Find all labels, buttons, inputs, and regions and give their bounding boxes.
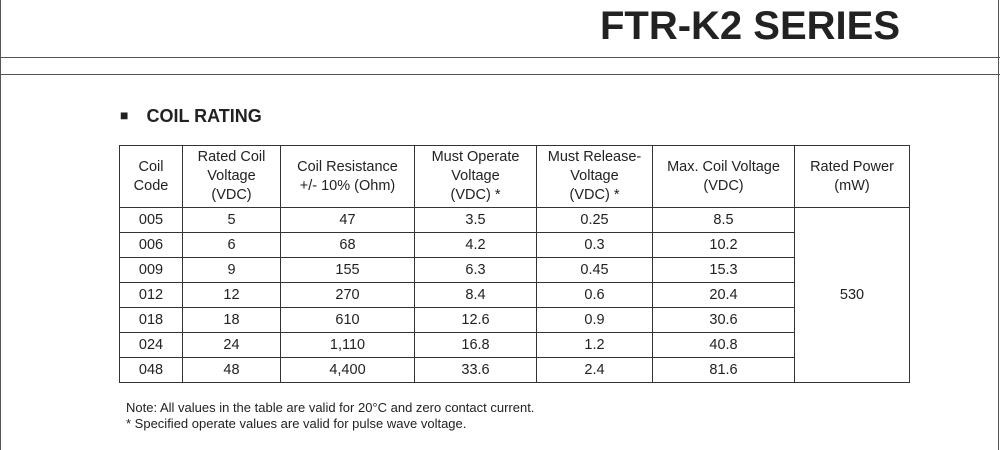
table-cell: 8.5: [652, 207, 795, 233]
table-cell: 47: [280, 207, 415, 233]
table-cell: 048: [119, 357, 183, 383]
header-line: (VDC): [211, 187, 252, 203]
frame-line: [998, 0, 999, 450]
table-cell: 12: [182, 282, 281, 308]
column-header: Max. Coil Voltage (VDC): [652, 145, 795, 208]
table-row: 024 24 1,110 16.8 1.2 40.8: [119, 332, 910, 358]
frame-line: [0, 0, 1, 450]
header-line: Code: [133, 177, 169, 194]
bullet: ■: [120, 107, 129, 123]
table-row: 005 5 47 3.5 0.25 8.5 530: [119, 207, 910, 383]
table-cell: 3.5: [414, 207, 537, 233]
table-cell: 024: [119, 332, 183, 358]
table-cell: 9: [182, 257, 281, 283]
table-cell: 005: [119, 207, 183, 233]
table-cell: 20.4: [652, 282, 795, 308]
table-cell: 270: [280, 282, 415, 308]
table-cell: 18: [182, 307, 281, 333]
table-cell: 16.8: [414, 332, 537, 358]
table-row: 048 48 4,400 33.6 2.4 81.6: [119, 357, 910, 383]
header-line: (VDC): [703, 177, 744, 194]
header-line: +/- 10% (Ohm): [299, 177, 396, 194]
table-cell: 4.2: [414, 232, 537, 258]
table-cell: 1.2: [536, 332, 653, 358]
header-line: Must Operate: [431, 149, 520, 165]
table-cell: 009: [119, 257, 183, 283]
header-line: Coil: [138, 158, 164, 175]
table-cell: 8.4: [414, 282, 537, 308]
table-cell: 018: [119, 307, 183, 333]
table-row: 009 9 155 6.3 0.45 15.3: [119, 257, 910, 283]
section-title: COIL RATING: [146, 106, 262, 126]
table-row: 006 6 68 4.2 0.3 10.2: [119, 232, 910, 258]
rated-power-cell: 530: [794, 207, 910, 383]
section-heading: ■ COIL RATING: [120, 106, 262, 127]
table-cell: 0.3: [536, 232, 653, 258]
header-line: Rated Power: [810, 158, 894, 175]
table-cell: 0.6: [536, 282, 653, 308]
table-cell: 2.4: [536, 357, 653, 383]
table-cell: 15.3: [652, 257, 795, 283]
table-cell: 33.6: [414, 357, 537, 383]
header-row: Coil Code Rated Coil Voltage (VDC) Coil Resis…: [119, 145, 910, 208]
table-cell: 81.6: [652, 357, 795, 383]
coil-rating-table: Coil Code Rated Coil Voltage (VDC) Coil Resis…: [119, 145, 910, 383]
column-header: Coil Code: [119, 145, 183, 208]
column-header: Rated Power (mW): [794, 145, 910, 208]
table-cell: 30.6: [652, 307, 795, 333]
table-row: 012 12 270 8.4 0.6 20.4: [119, 282, 910, 308]
header-line: Voltage: [451, 168, 500, 184]
column-header: Rated Coil Voltage (VDC): [182, 145, 281, 208]
header-line: (mW): [834, 177, 870, 194]
table-cell: 0.45: [536, 257, 653, 283]
table-cell: 012: [119, 282, 183, 308]
header-line: Max. Coil Voltage: [667, 158, 780, 175]
header-line: Must Release-: [547, 149, 642, 165]
table-cell: 1,110: [280, 332, 415, 358]
header-line: Coil Resistance: [297, 158, 398, 175]
table-cell: 6: [182, 232, 281, 258]
table-cell: 12.6: [414, 307, 537, 333]
table-cell: 5: [182, 207, 281, 233]
table-cell: 4,400: [280, 357, 415, 383]
column-header: Must Operate Voltage (VDC) *: [414, 145, 537, 208]
header-rule: [0, 57, 1000, 58]
notes: Note: All values in the table are valid …: [126, 400, 534, 432]
note-line: * Specified operate values are valid for…: [126, 416, 467, 431]
table-cell: 48: [182, 357, 281, 383]
table-cell: 006: [119, 232, 183, 258]
header-line: Voltage: [207, 168, 256, 184]
note-line: Note: All values in the table are valid …: [126, 400, 535, 415]
table-cell: 24: [182, 332, 281, 358]
table-cell: 0.9: [536, 307, 653, 333]
page-title: FTR-K2 SERIES: [599, 4, 900, 48]
column-header: Must Release- Voltage (VDC) *: [536, 145, 653, 208]
table-cell: 6.3: [414, 257, 537, 283]
table-cell: 40.8: [652, 332, 795, 358]
column-header: Coil Resistance +/- 10% (Ohm): [280, 145, 415, 208]
table-cell: 10.2: [652, 232, 795, 258]
table-cell: 0.25: [536, 207, 653, 233]
header-line: (VDC) *: [450, 187, 501, 203]
table-row: 018 18 610 12.6 0.9 30.6: [119, 307, 910, 333]
header-line: Rated Coil: [197, 149, 266, 165]
table-cell: 68: [280, 232, 415, 258]
header-rule: [0, 74, 1000, 75]
table-cell: 155: [280, 257, 415, 283]
header-line: (VDC) *: [569, 187, 620, 203]
table-cell: 610: [280, 307, 415, 333]
header-line: Voltage: [570, 168, 619, 184]
